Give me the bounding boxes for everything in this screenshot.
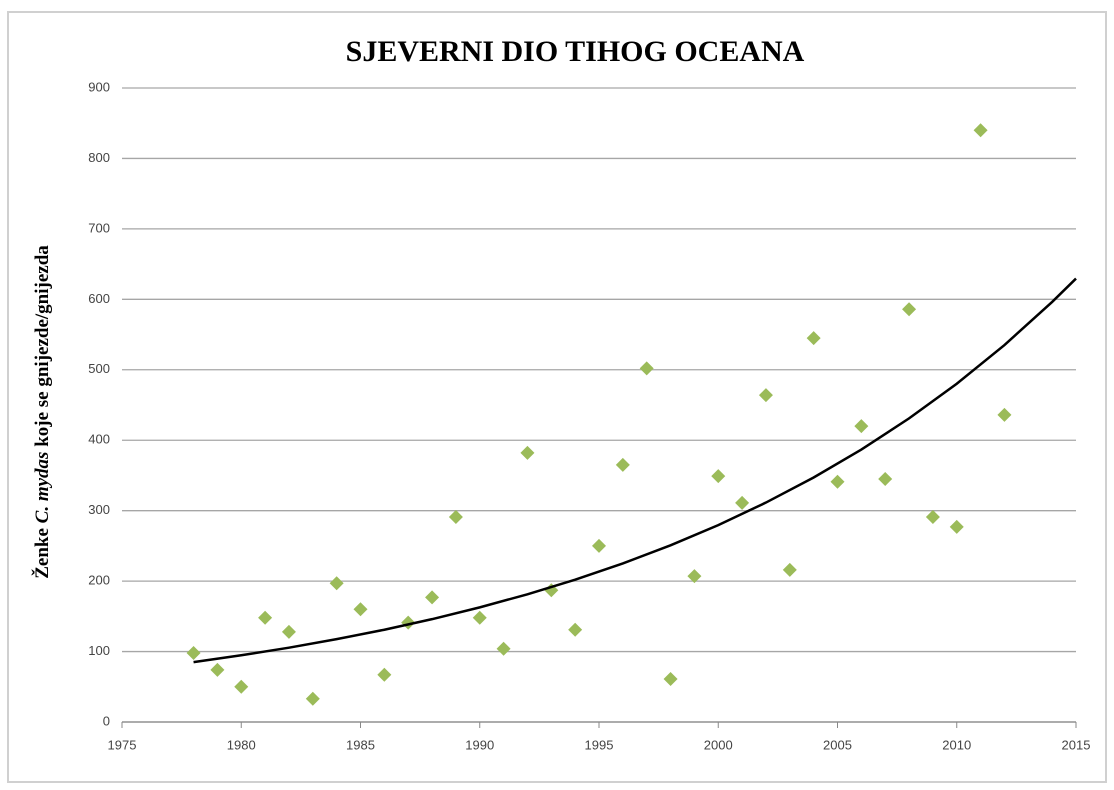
data-point: [615, 457, 630, 472]
chart-title: SJEVERNI DIO TIHOG OCEANA: [346, 35, 805, 68]
x-tick-label: 1975: [108, 737, 137, 752]
y-label-part: C. mydas: [32, 452, 53, 524]
data-point: [902, 302, 917, 317]
data-point: [782, 562, 797, 577]
data-point: [806, 331, 821, 346]
x-tick-label: 1995: [585, 737, 614, 752]
y-tick-label: 800: [88, 150, 110, 165]
data-point: [496, 641, 511, 656]
data-point: [281, 624, 296, 639]
data-point: [425, 590, 440, 605]
data-point: [925, 510, 940, 525]
data-point: [568, 622, 583, 637]
x-tick-label: 2010: [942, 737, 971, 752]
chart-frame: [7, 11, 1107, 783]
data-point: [711, 469, 726, 484]
data-point: [997, 407, 1012, 422]
y-tick-label: 500: [88, 361, 110, 376]
data-point: [353, 602, 368, 617]
data-point: [830, 474, 845, 489]
y-label-part: koje se gnijezde/gnijezda: [32, 245, 53, 452]
data-point: [472, 610, 487, 625]
x-tick-label: 2000: [704, 737, 733, 752]
y-tick-label: 200: [88, 573, 110, 588]
data-point: [973, 123, 988, 138]
data-point: [234, 679, 249, 694]
data-point: [258, 610, 273, 625]
data-point: [949, 519, 964, 534]
y-tick-label: 300: [88, 502, 110, 517]
trend-line: [193, 277, 1077, 664]
data-point: [854, 419, 869, 434]
y-tick-label: 0: [103, 713, 110, 728]
data-point: [305, 691, 320, 706]
y-label-part: Ženke: [31, 523, 53, 578]
data-point: [639, 361, 654, 376]
data-point: [448, 510, 463, 525]
data-point: [210, 662, 225, 677]
data-point: [735, 495, 750, 510]
y-tick-label: 900: [88, 79, 110, 94]
x-tick-label: 1980: [227, 737, 256, 752]
data-point: [687, 569, 702, 584]
y-tick-label: 600: [88, 291, 110, 306]
data-point: [329, 576, 344, 591]
data-point: [520, 445, 535, 460]
data-point: [878, 471, 893, 486]
y-axis-label: Ženke C. mydas koje se gnijezde/gnijezda: [31, 245, 53, 579]
x-tick-label: 1985: [346, 737, 375, 752]
data-point: [758, 388, 773, 403]
x-tick-label: 1990: [465, 737, 494, 752]
y-tick-label: 700: [88, 220, 110, 235]
data-point: [663, 672, 678, 687]
data-point: [377, 667, 392, 682]
y-tick-label: 400: [88, 432, 110, 447]
data-point: [592, 538, 606, 553]
x-tick-label: 2005: [823, 737, 852, 752]
y-tick-label: 100: [88, 643, 110, 658]
data-point: [186, 645, 201, 660]
x-tick-label: 2015: [1062, 737, 1091, 752]
